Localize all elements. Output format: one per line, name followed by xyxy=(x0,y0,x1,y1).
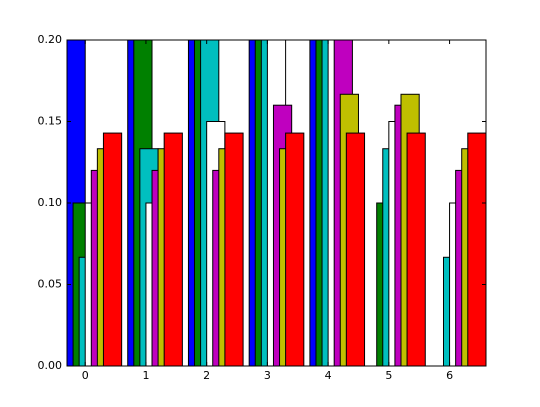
y-tick-label: 0.20 xyxy=(38,33,63,46)
x-tick-label: 3 xyxy=(264,369,271,382)
y-tick-label: 0.15 xyxy=(38,115,63,128)
bar xyxy=(467,132,486,366)
bar xyxy=(102,132,123,366)
y-tick-label: 0.05 xyxy=(38,278,63,291)
x-tick-label: 5 xyxy=(385,369,392,382)
bar xyxy=(406,132,426,366)
x-tick-label: 6 xyxy=(446,369,453,382)
y-tick-label: 0.00 xyxy=(38,359,63,372)
bars xyxy=(67,40,486,366)
bar xyxy=(163,132,183,366)
x-tick-label: 4 xyxy=(325,369,332,382)
x-tick-label: 0 xyxy=(82,369,89,382)
bar xyxy=(224,132,244,366)
y-tick-label: 0.10 xyxy=(38,196,63,209)
x-tick-label: 2 xyxy=(203,369,210,382)
bar xyxy=(345,132,366,366)
x-tick-label: 1 xyxy=(142,369,149,382)
bar xyxy=(285,132,305,366)
